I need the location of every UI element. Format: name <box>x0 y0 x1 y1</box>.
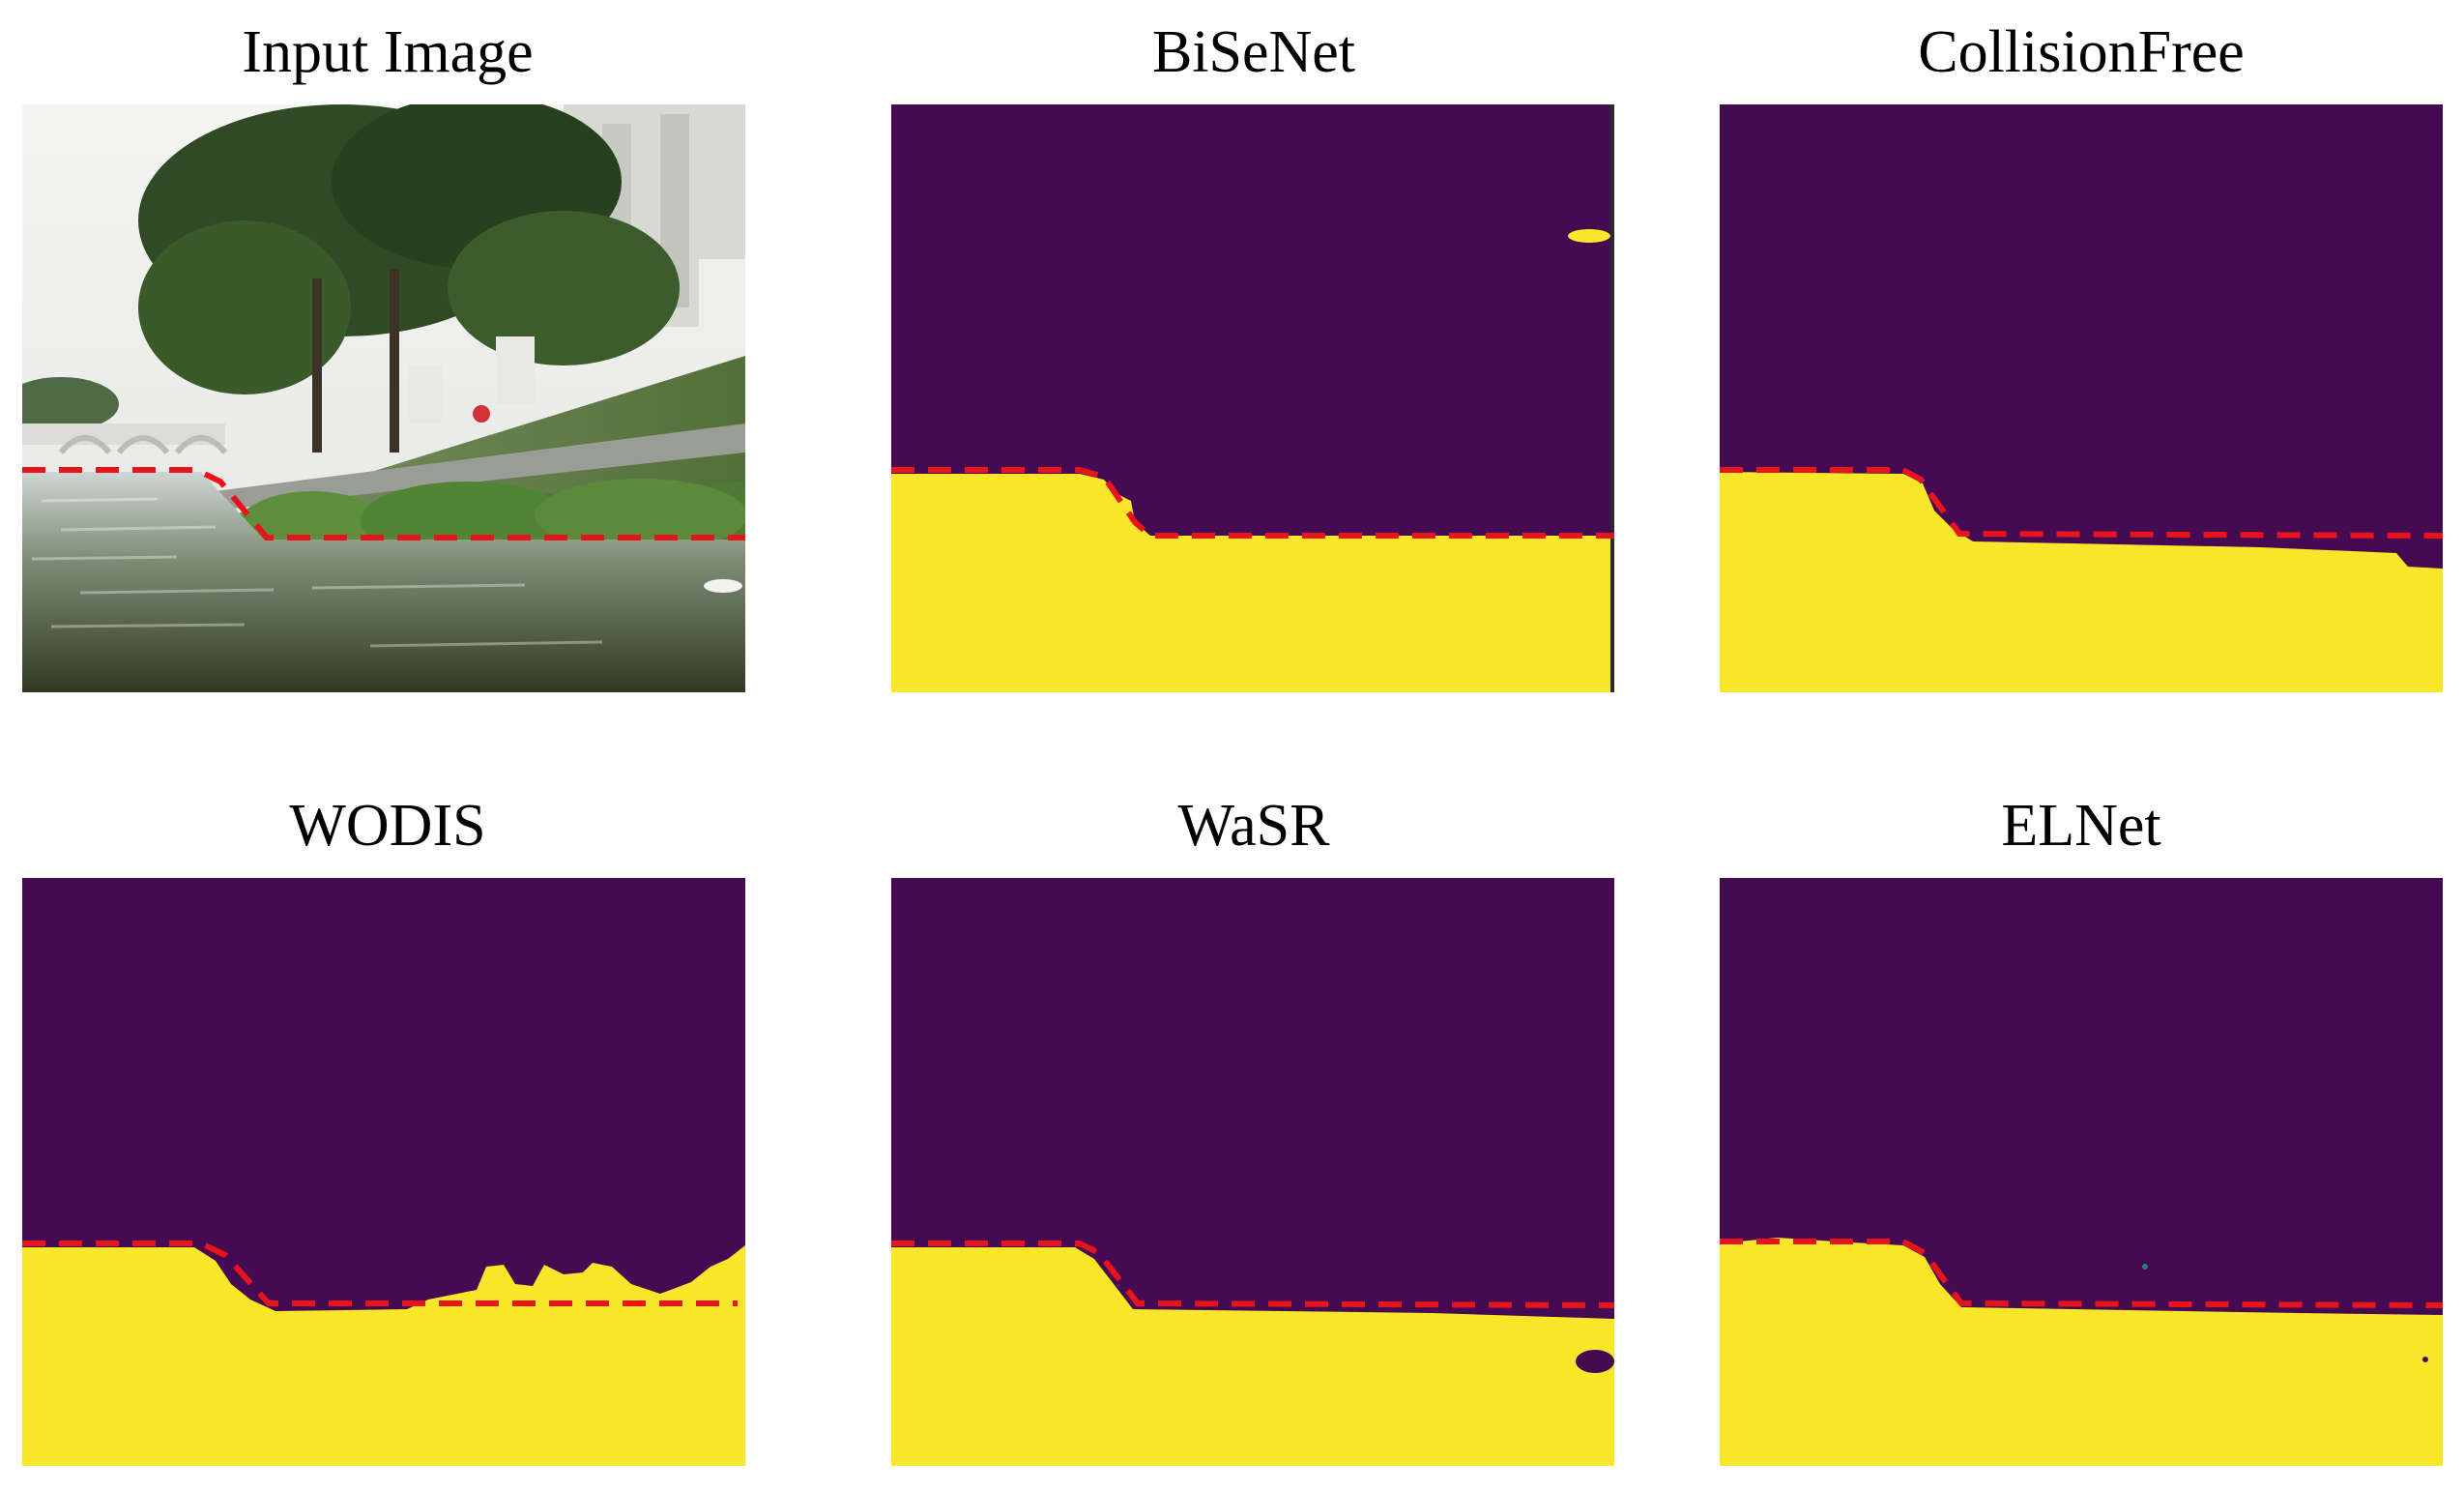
bisenet-mask <box>891 104 1614 692</box>
wodis-mask-panel <box>22 878 745 1466</box>
panel-title-elnet: ELNet <box>2001 793 2161 859</box>
panel-title-wodis: WODIS <box>289 793 486 859</box>
panel-title-wasr: WaSR <box>1177 793 1330 859</box>
elnet-mask-panel <box>1720 878 2443 1466</box>
input-image <box>22 104 745 692</box>
panel-title-input-image: Input Image <box>242 19 534 85</box>
bisenet-mask-panel <box>891 104 1614 692</box>
panel-title-bisenet: BiSeNet <box>1151 19 1356 85</box>
wasr-mask <box>891 878 1614 1466</box>
collisionfree-mask <box>1720 104 2443 692</box>
collisionfree-mask-panel <box>1720 104 2443 692</box>
input-image-panel <box>22 104 745 692</box>
panel-title-collisionfree: CollisionFree <box>1918 19 2245 85</box>
wodis-mask <box>22 878 745 1466</box>
wasr-mask-panel <box>891 878 1614 1466</box>
elnet-mask <box>1720 878 2443 1466</box>
